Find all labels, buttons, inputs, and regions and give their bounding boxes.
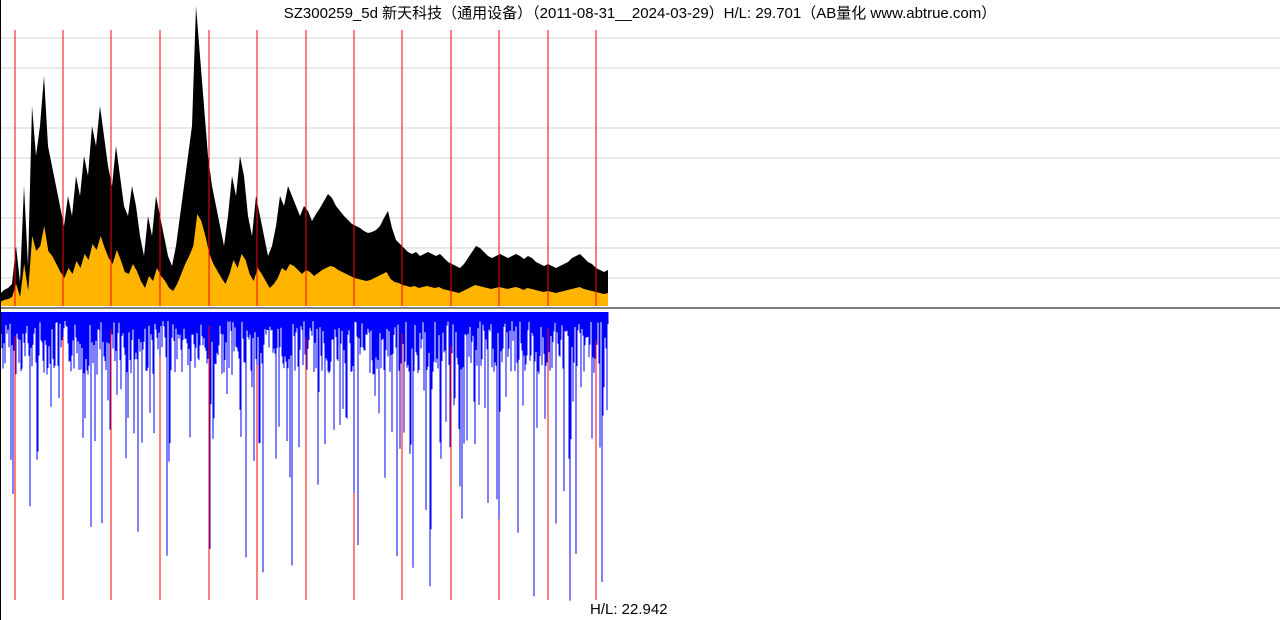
footer-hl-label: H/L: 22.942 (590, 601, 668, 618)
chart-title: SZ300259_5d 新天科技（通用设备）（2011-08-31__2024-… (0, 2, 1280, 23)
price-volume-chart (0, 0, 1280, 620)
